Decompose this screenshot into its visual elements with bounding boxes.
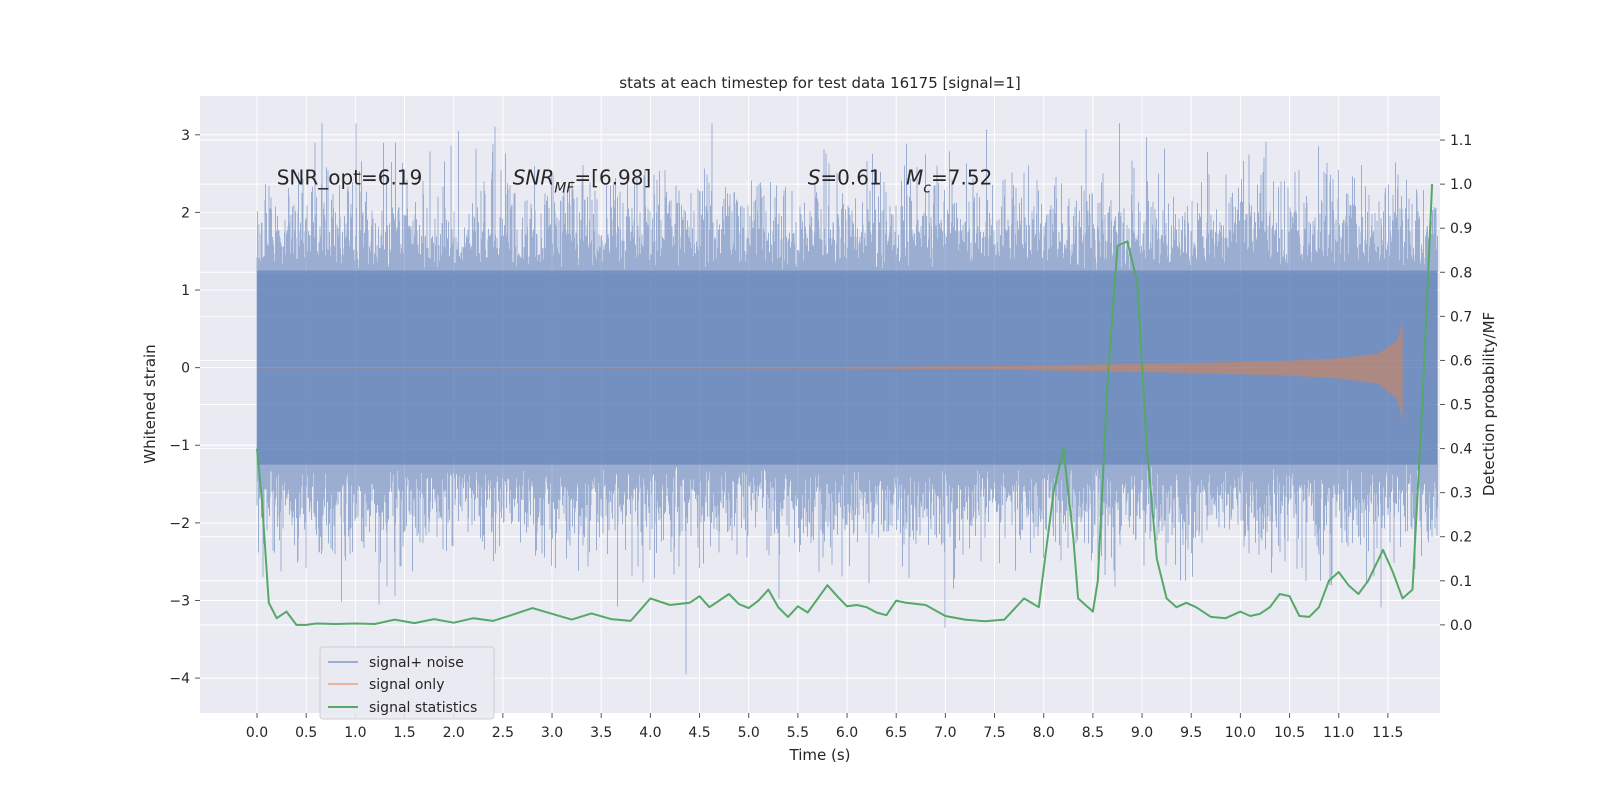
legend-box: [319, 646, 495, 720]
x-tick-label: 10.0: [1225, 725, 1256, 741]
x-tick-label: 1.5: [393, 725, 415, 741]
x-tick-label: 2.5: [492, 725, 514, 741]
signal-statistics-series: [256, 184, 1434, 626]
annotation: Mc=7.52: [906, 165, 992, 196]
y-left-tick-labels: 3 2 1 0 −1 −2 −3 −4: [169, 128, 200, 687]
y-right-tick-label: 1.0: [1450, 177, 1472, 193]
y-right-tick-label: 0.0: [1450, 618, 1472, 634]
y-left-axis-label: Whitened strain: [141, 344, 159, 463]
y-left-tick-label: 2: [181, 205, 190, 221]
y-right-tick-label: 0.5: [1450, 398, 1472, 414]
x-tick-label: 9.5: [1180, 725, 1202, 741]
x-tick-label: 5.5: [787, 725, 809, 741]
x-tick-label: 1.0: [344, 725, 366, 741]
y-right-tick-label: 0.1: [1450, 574, 1472, 590]
y-left-tick-label: 0: [181, 361, 190, 377]
legend-label-signal: signal only: [369, 677, 444, 693]
noise-trace: [256, 123, 1438, 675]
x-axis-label: Time (s): [789, 746, 851, 764]
annotation: S=0.61: [808, 165, 882, 189]
x-tick-label: 4.5: [688, 725, 710, 741]
y-right-tick-label: 0.8: [1450, 265, 1472, 281]
x-tick-label: 2.0: [443, 725, 465, 741]
x-tick-label: 8.0: [1033, 725, 1055, 741]
x-tick-label: 9.0: [1131, 725, 1153, 741]
x-tick-label: 6.5: [885, 725, 907, 741]
y-right-tick-label: 0.6: [1450, 353, 1472, 369]
y-left-tick-label: −4: [169, 671, 190, 687]
y-right-tick-labels: 1.1 1.0 0.9 0.8 0.7 0.6 0.5 0.4 0.3 0.2 0.1 0.0: [1440, 133, 1472, 634]
annotation: SNR_opt=6.19: [277, 165, 423, 189]
y-right-tick-label: 0.2: [1450, 530, 1472, 546]
x-tick-label: 8.5: [1082, 725, 1104, 741]
y-right-axis-label: Detection probability/MF: [1480, 312, 1498, 496]
y-left-tick-label: −1: [169, 438, 190, 454]
y-right-tick-label: 0.9: [1450, 221, 1472, 237]
y-right-tick-label: 0.4: [1450, 442, 1472, 458]
x-tick-labels: 0.0 0.5 1.0 1.5 2.0 2.5 3.0 3.5 4.0 4.5 5.0 5.5 6.0 6…: [246, 713, 1403, 741]
annotation: SNRMF=[6.98]: [513, 165, 652, 196]
x-tick-label: 10.5: [1274, 725, 1305, 741]
y-left-tick-label: −3: [169, 593, 190, 609]
x-tick-label: 11.0: [1323, 725, 1354, 741]
legend-label-noise: signal+ noise: [369, 655, 464, 671]
x-tick-label: 7.0: [934, 725, 956, 741]
signal-only-series: [257, 321, 1403, 422]
y-left-tick-label: 1: [181, 283, 190, 299]
x-tick-label: 3.5: [590, 725, 612, 741]
x-tick-label: 0.0: [246, 725, 268, 741]
annotations: SNR_opt=6.19 SNRMF=[6.98] S=0.61 Mc=7.52: [277, 165, 993, 196]
y-left-tick-label: 3: [181, 128, 190, 144]
x-tick-label: 6.0: [836, 725, 858, 741]
x-tick-label: 11.5: [1372, 725, 1403, 741]
x-tick-label: 5.0: [738, 725, 760, 741]
y-left-tick-label: −2: [169, 516, 190, 532]
y-right-tick-label: 0.3: [1450, 486, 1472, 502]
y-right-tick-label: 0.7: [1450, 309, 1472, 325]
x-tick-label: 3.0: [541, 725, 563, 741]
y-right-tick-label: 1.1: [1450, 133, 1472, 149]
x-tick-label: 4.0: [639, 725, 661, 741]
x-tick-label: 7.5: [983, 725, 1005, 741]
chart-title: stats at each timestep for test data 161…: [619, 74, 1020, 92]
stats-line: [256, 184, 1434, 626]
legend-label-stats: signal statistics: [369, 700, 477, 716]
legend: signal+ noise signal only signal statist…: [319, 646, 495, 720]
x-tick-label: 0.5: [295, 725, 317, 741]
signal-envelope: [257, 321, 1403, 422]
